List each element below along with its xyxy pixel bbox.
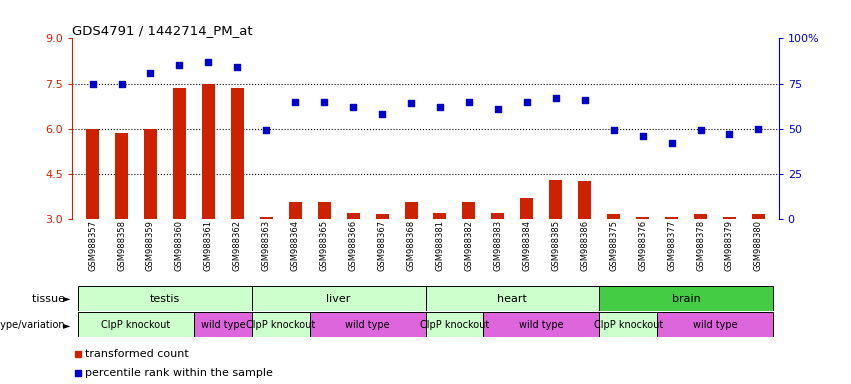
Point bbox=[665, 140, 678, 146]
Bar bbox=[491, 213, 505, 219]
Text: liver: liver bbox=[327, 293, 351, 304]
Point bbox=[375, 111, 389, 117]
Point bbox=[346, 104, 360, 110]
Bar bbox=[483, 312, 599, 337]
Bar bbox=[433, 213, 447, 219]
Bar bbox=[346, 213, 360, 219]
Point bbox=[694, 127, 707, 134]
Point bbox=[86, 81, 100, 87]
Bar bbox=[636, 217, 649, 219]
Bar bbox=[599, 312, 657, 337]
Bar bbox=[723, 217, 736, 219]
Bar bbox=[288, 202, 302, 219]
Bar bbox=[78, 312, 194, 337]
Bar bbox=[426, 312, 483, 337]
Text: ClpP knockout: ClpP knockout bbox=[101, 319, 171, 330]
Bar bbox=[260, 217, 273, 219]
Point bbox=[144, 70, 157, 76]
Bar bbox=[578, 181, 591, 219]
Point bbox=[231, 64, 244, 70]
Bar bbox=[310, 312, 426, 337]
Point bbox=[462, 98, 476, 104]
Bar bbox=[144, 129, 157, 219]
Point bbox=[173, 63, 186, 69]
Bar bbox=[694, 214, 707, 219]
Bar bbox=[752, 214, 765, 219]
Bar bbox=[202, 84, 215, 219]
Bar bbox=[404, 202, 418, 219]
Point bbox=[202, 59, 215, 65]
Point bbox=[549, 95, 563, 101]
Point bbox=[404, 100, 418, 106]
Point bbox=[115, 81, 129, 87]
Text: percentile rank within the sample: percentile rank within the sample bbox=[85, 368, 272, 378]
Bar bbox=[86, 129, 99, 219]
Point bbox=[607, 127, 620, 134]
Text: brain: brain bbox=[671, 293, 700, 304]
Point bbox=[288, 98, 302, 104]
Text: GDS4791 / 1442714_PM_at: GDS4791 / 1442714_PM_at bbox=[72, 24, 253, 37]
Point bbox=[317, 98, 331, 104]
Text: testis: testis bbox=[150, 293, 180, 304]
Bar bbox=[520, 198, 534, 219]
Bar bbox=[115, 133, 128, 219]
Bar bbox=[657, 312, 773, 337]
Bar bbox=[317, 202, 331, 219]
Bar bbox=[78, 286, 252, 311]
Text: wild type: wild type bbox=[519, 319, 563, 330]
Point bbox=[491, 106, 505, 112]
Text: transformed count: transformed count bbox=[85, 349, 188, 359]
Point bbox=[578, 97, 591, 103]
Bar bbox=[252, 312, 310, 337]
Bar bbox=[252, 286, 426, 311]
Text: heart: heart bbox=[497, 293, 528, 304]
Point bbox=[636, 133, 649, 139]
Text: wild type: wild type bbox=[346, 319, 390, 330]
Text: tissue: tissue bbox=[31, 293, 68, 304]
Text: ClpP knockout: ClpP knockout bbox=[420, 319, 489, 330]
Text: ►: ► bbox=[63, 319, 71, 330]
Point bbox=[722, 131, 736, 137]
Text: wild type: wild type bbox=[201, 319, 245, 330]
Bar bbox=[375, 214, 389, 219]
Bar bbox=[194, 312, 252, 337]
Bar bbox=[665, 217, 678, 219]
Point bbox=[260, 127, 273, 134]
Point bbox=[433, 104, 447, 110]
Bar bbox=[599, 286, 773, 311]
Text: wild type: wild type bbox=[693, 319, 737, 330]
Bar bbox=[231, 88, 244, 219]
Text: ClpP knockout: ClpP knockout bbox=[246, 319, 316, 330]
Bar bbox=[462, 202, 476, 219]
Text: ClpP knockout: ClpP knockout bbox=[593, 319, 663, 330]
Bar bbox=[426, 286, 599, 311]
Text: ►: ► bbox=[63, 293, 71, 304]
Point bbox=[520, 98, 534, 104]
Point bbox=[751, 126, 765, 132]
Text: genotype/variation: genotype/variation bbox=[0, 319, 68, 330]
Bar bbox=[173, 88, 186, 219]
Bar bbox=[549, 180, 563, 219]
Bar bbox=[607, 214, 620, 219]
